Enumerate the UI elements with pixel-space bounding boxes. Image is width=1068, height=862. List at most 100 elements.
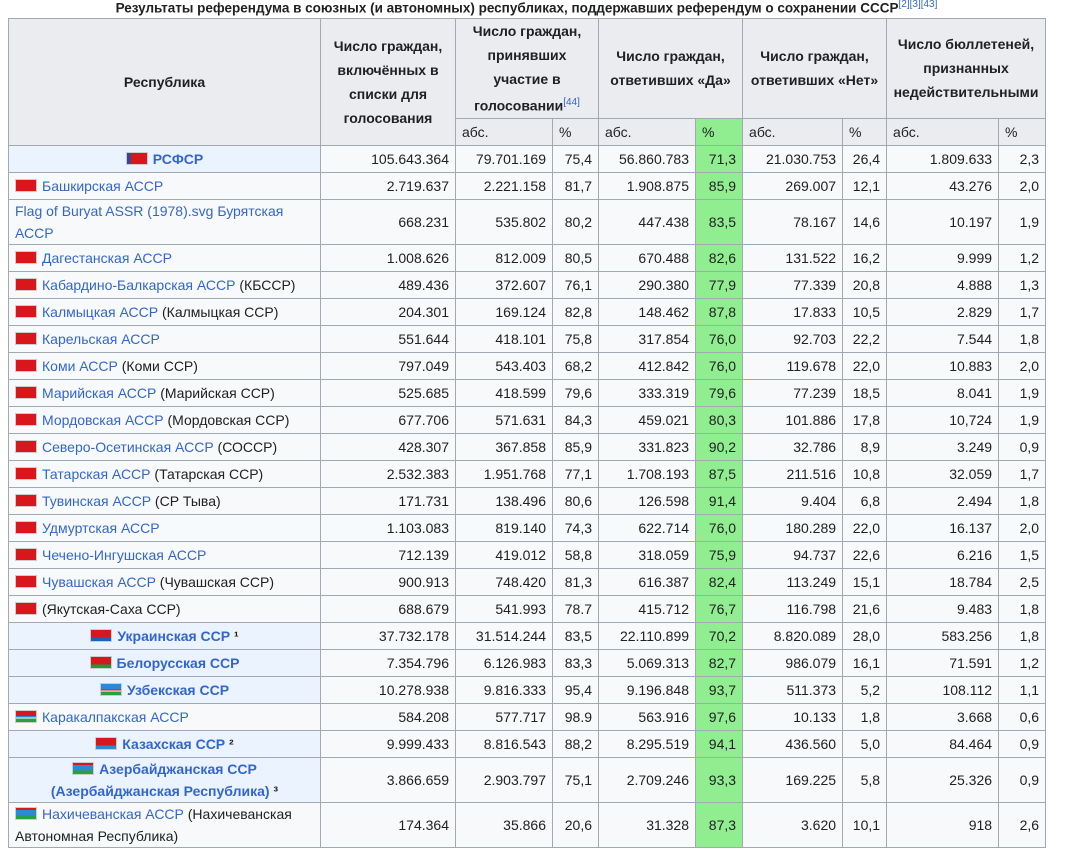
value-cell: 32.786 (742, 432, 844, 461)
row: Удмуртская АССР 1.103.083 819.140 74,3 622.7… (8, 513, 1047, 542)
republic-link[interactable]: Белорусская ССР (116, 654, 240, 671)
value-cell: 3.620 (742, 801, 844, 848)
row: Белорусская ССР 7.354.796 6.126.983 83,3 5.0… (8, 648, 1047, 677)
value-cell: 75,8 (551, 324, 600, 353)
value-cell: 2,6 (998, 801, 1047, 848)
value-cell: 418.101 (455, 324, 553, 353)
flag (15, 574, 37, 588)
value-cell: 76,1 (551, 270, 600, 299)
value-cell: 1,8 (998, 486, 1047, 515)
value-cell: 1,1 (998, 675, 1047, 704)
value-cell: 28,0 (842, 621, 888, 650)
value-cell: 79,6 (551, 378, 600, 407)
caption-refs[interactable]: [2][3][43] (898, 0, 938, 10)
republic-link[interactable]: Башкирская АССР (42, 177, 164, 194)
flag (15, 806, 37, 820)
flag (15, 547, 37, 561)
value-cell: 10.133 (742, 702, 844, 731)
value-cell: 131.522 (742, 243, 844, 272)
value-cell: 9.196.848 (598, 675, 697, 704)
republic-link[interactable]: РСФСР (152, 150, 204, 167)
value-cell: 21,6 (842, 594, 888, 623)
value-cell: 5,0 (842, 729, 888, 758)
republic-cell: Удмуртская АССР (8, 513, 321, 542)
republic-link[interactable]: Калмыцкая АССР (42, 303, 159, 320)
republic-cell: Калмыцкая АССР (Калмыцкая ССР) (8, 297, 321, 326)
row: Марийская АССР (Марийская ССР) 525.685 418… (8, 378, 1047, 407)
row: РСФСР 105.643.364 79.701.169 75,4 56.860.783… (8, 144, 1047, 173)
value-cell: 126.598 (598, 486, 697, 515)
value-cell: 43.276 (886, 171, 1000, 200)
republic-cell: Коми АССР (Коми ССР) (8, 351, 321, 380)
value-cell: 712.139 (320, 540, 456, 569)
row: Украинская ССР ¹ 37.732.178 31.514.244 83,5… (8, 621, 1047, 650)
republic-link[interactable]: Тувинская АССР (42, 492, 152, 509)
flag (15, 520, 37, 534)
value-cell: 9.816.333 (455, 675, 553, 704)
republic-link[interactable]: Карельская АССР (42, 330, 160, 347)
flag (15, 709, 37, 723)
value-cell: 1,2 (998, 243, 1047, 272)
republic-link[interactable]: Коми АССР (42, 357, 118, 374)
value-cell: 85,9 (551, 432, 600, 461)
sub-pct: % (551, 117, 600, 146)
republic-note: (Марийская ССР) (156, 384, 275, 401)
republic-link[interactable]: Удмуртская АССР (42, 519, 160, 536)
republic-cell: Марийская АССР (Марийская ССР) (8, 378, 321, 407)
flag (15, 412, 37, 426)
value-cell: 80,2 (551, 198, 600, 245)
value-cell: 511.373 (742, 675, 844, 704)
republic-note: (Калмыцкая ССР) (158, 303, 279, 320)
value-cell: 56.860.783 (598, 144, 697, 173)
value-cell: 1,7 (998, 297, 1047, 326)
value-cell: 819.140 (455, 513, 553, 542)
value-cell: 76,0 (695, 513, 744, 542)
value-cell: 418.599 (455, 378, 553, 407)
value-cell: 91,4 (695, 486, 744, 515)
flag (89, 655, 112, 669)
row: Коми АССР (Коми ССР) 797.049 543.403 68,2 41… (8, 351, 1047, 380)
republic-cell: Азербайджанская ССР (Азербайджанская Рес… (8, 756, 321, 803)
republic-link[interactable]: Узбекская ССР (126, 681, 230, 698)
republic-link[interactable]: Северо-Осетинская АССР (42, 438, 214, 455)
header-participated: Число граждан, принявших участие в голос… (454, 18, 600, 119)
value-cell: 583.256 (886, 621, 1000, 650)
republic-link[interactable]: Каракалпакская АССР (42, 708, 189, 725)
republic-cell: Белорусская ССР (8, 648, 321, 677)
value-cell: 748.420 (455, 567, 553, 596)
republic-link[interactable]: Мордовская АССР (42, 411, 164, 428)
value-cell: 92.703 (742, 324, 844, 353)
value-cell: 563.916 (598, 702, 697, 731)
republic-link[interactable]: Чечено-Ингушская АССР (42, 546, 207, 563)
value-cell: 1,9 (998, 405, 1047, 434)
value-cell: 0,9 (998, 756, 1047, 803)
value-cell: 551.644 (320, 324, 456, 353)
republic-link[interactable]: Бурятская АССР (15, 202, 284, 241)
ref[interactable]: [44] (563, 97, 580, 108)
republic-cell: (Якутская-Саха ССР) (8, 594, 321, 623)
republic-link[interactable]: Чувашская АССР (42, 573, 156, 590)
value-cell: 9.404 (742, 486, 844, 515)
republic-link[interactable]: Нахичеванская АССР (42, 805, 184, 822)
header-no: Число граждан, ответивших «Нет» (742, 18, 888, 119)
republic-link[interactable]: Дагестанская АССР (42, 249, 172, 266)
value-cell: 535.802 (455, 198, 553, 245)
value-cell: 2.494 (886, 486, 1000, 515)
header-republic: Республика (8, 18, 321, 146)
value-cell: 12,1 (842, 171, 888, 200)
value-cell: 97,6 (695, 702, 744, 731)
republic-link[interactable]: Азербайджанская ССР (Азербайджанская Рес… (50, 760, 270, 799)
value-cell: 7.544 (886, 324, 1000, 353)
republic-link[interactable]: Марийская АССР (42, 384, 157, 401)
flag (15, 178, 37, 192)
sub-abs: абс. (598, 117, 697, 146)
republic-link[interactable]: Украинская ССР (117, 627, 231, 644)
content: Результаты референдума в союзных (и авто… (8, 0, 1047, 848)
republic-link[interactable]: Татарская АССР (42, 465, 151, 482)
republic-link[interactable]: Кабардино-Балкарская АССР (42, 276, 236, 293)
value-cell: 447.438 (598, 198, 697, 245)
value-cell: 76,0 (695, 351, 744, 380)
republic-cell: Кабардино-Балкарская АССР (КБССР) (8, 270, 321, 299)
republic-link[interactable]: Казахская ССР (122, 735, 226, 752)
value-cell: 77,9 (695, 270, 744, 299)
